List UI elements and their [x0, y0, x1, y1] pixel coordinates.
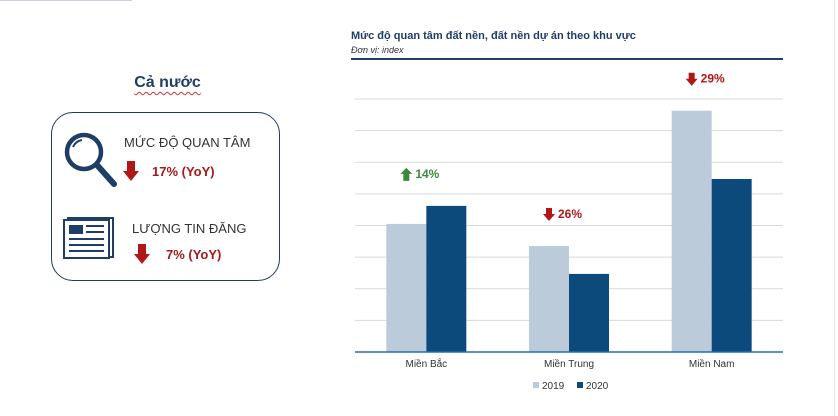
x-tick-label: Miền Trung	[544, 358, 594, 370]
top-divider	[0, 0, 132, 1]
metric-label-listings: LƯỢNG TIN ĐĂNG	[132, 221, 247, 236]
x-tick-label: Miền Bắc	[405, 357, 447, 370]
metric-value-listings: 7% (YoY)	[166, 247, 222, 262]
legend-swatch-2020	[577, 382, 583, 388]
down-arrow-icon	[134, 244, 150, 264]
title-rule	[351, 58, 783, 60]
up-arrow-icon	[400, 167, 413, 181]
change-annotation: 26%	[558, 207, 582, 221]
national-summary-card	[51, 112, 280, 281]
bar-2020	[426, 205, 467, 352]
national-title: Cả nước	[0, 74, 335, 92]
legend-label: 2020	[586, 381, 609, 392]
newspaper-icon	[63, 217, 114, 259]
right-divider	[834, 0, 835, 416]
change-annotation: 29%	[701, 72, 725, 86]
change-annotation: 14%	[415, 167, 439, 181]
bar-2020	[569, 273, 609, 352]
bar-2019	[386, 223, 427, 352]
legend-label: 2019	[542, 381, 565, 392]
metric-value-interest: 17% (YoY)	[152, 164, 215, 179]
chart-title: Mức độ quan tâm đất nền, đất nền dự án t…	[351, 30, 636, 42]
down-arrow-icon	[685, 72, 698, 86]
bar-2019	[671, 110, 712, 352]
bar-2020	[711, 179, 752, 352]
chart-subtitle: Đơn vị: index	[351, 45, 404, 55]
magnifier-icon	[64, 132, 117, 187]
down-arrow-icon	[123, 161, 139, 181]
bar-2019	[529, 246, 569, 352]
national-title-text: Cả nước	[134, 74, 201, 91]
legend-swatch-2019	[533, 382, 539, 388]
metric-label-interest: MỨC ĐỘ QUAN TÂM	[124, 135, 251, 150]
down-arrow-icon	[543, 208, 555, 222]
x-tick-label: Miền Nam	[689, 358, 735, 370]
